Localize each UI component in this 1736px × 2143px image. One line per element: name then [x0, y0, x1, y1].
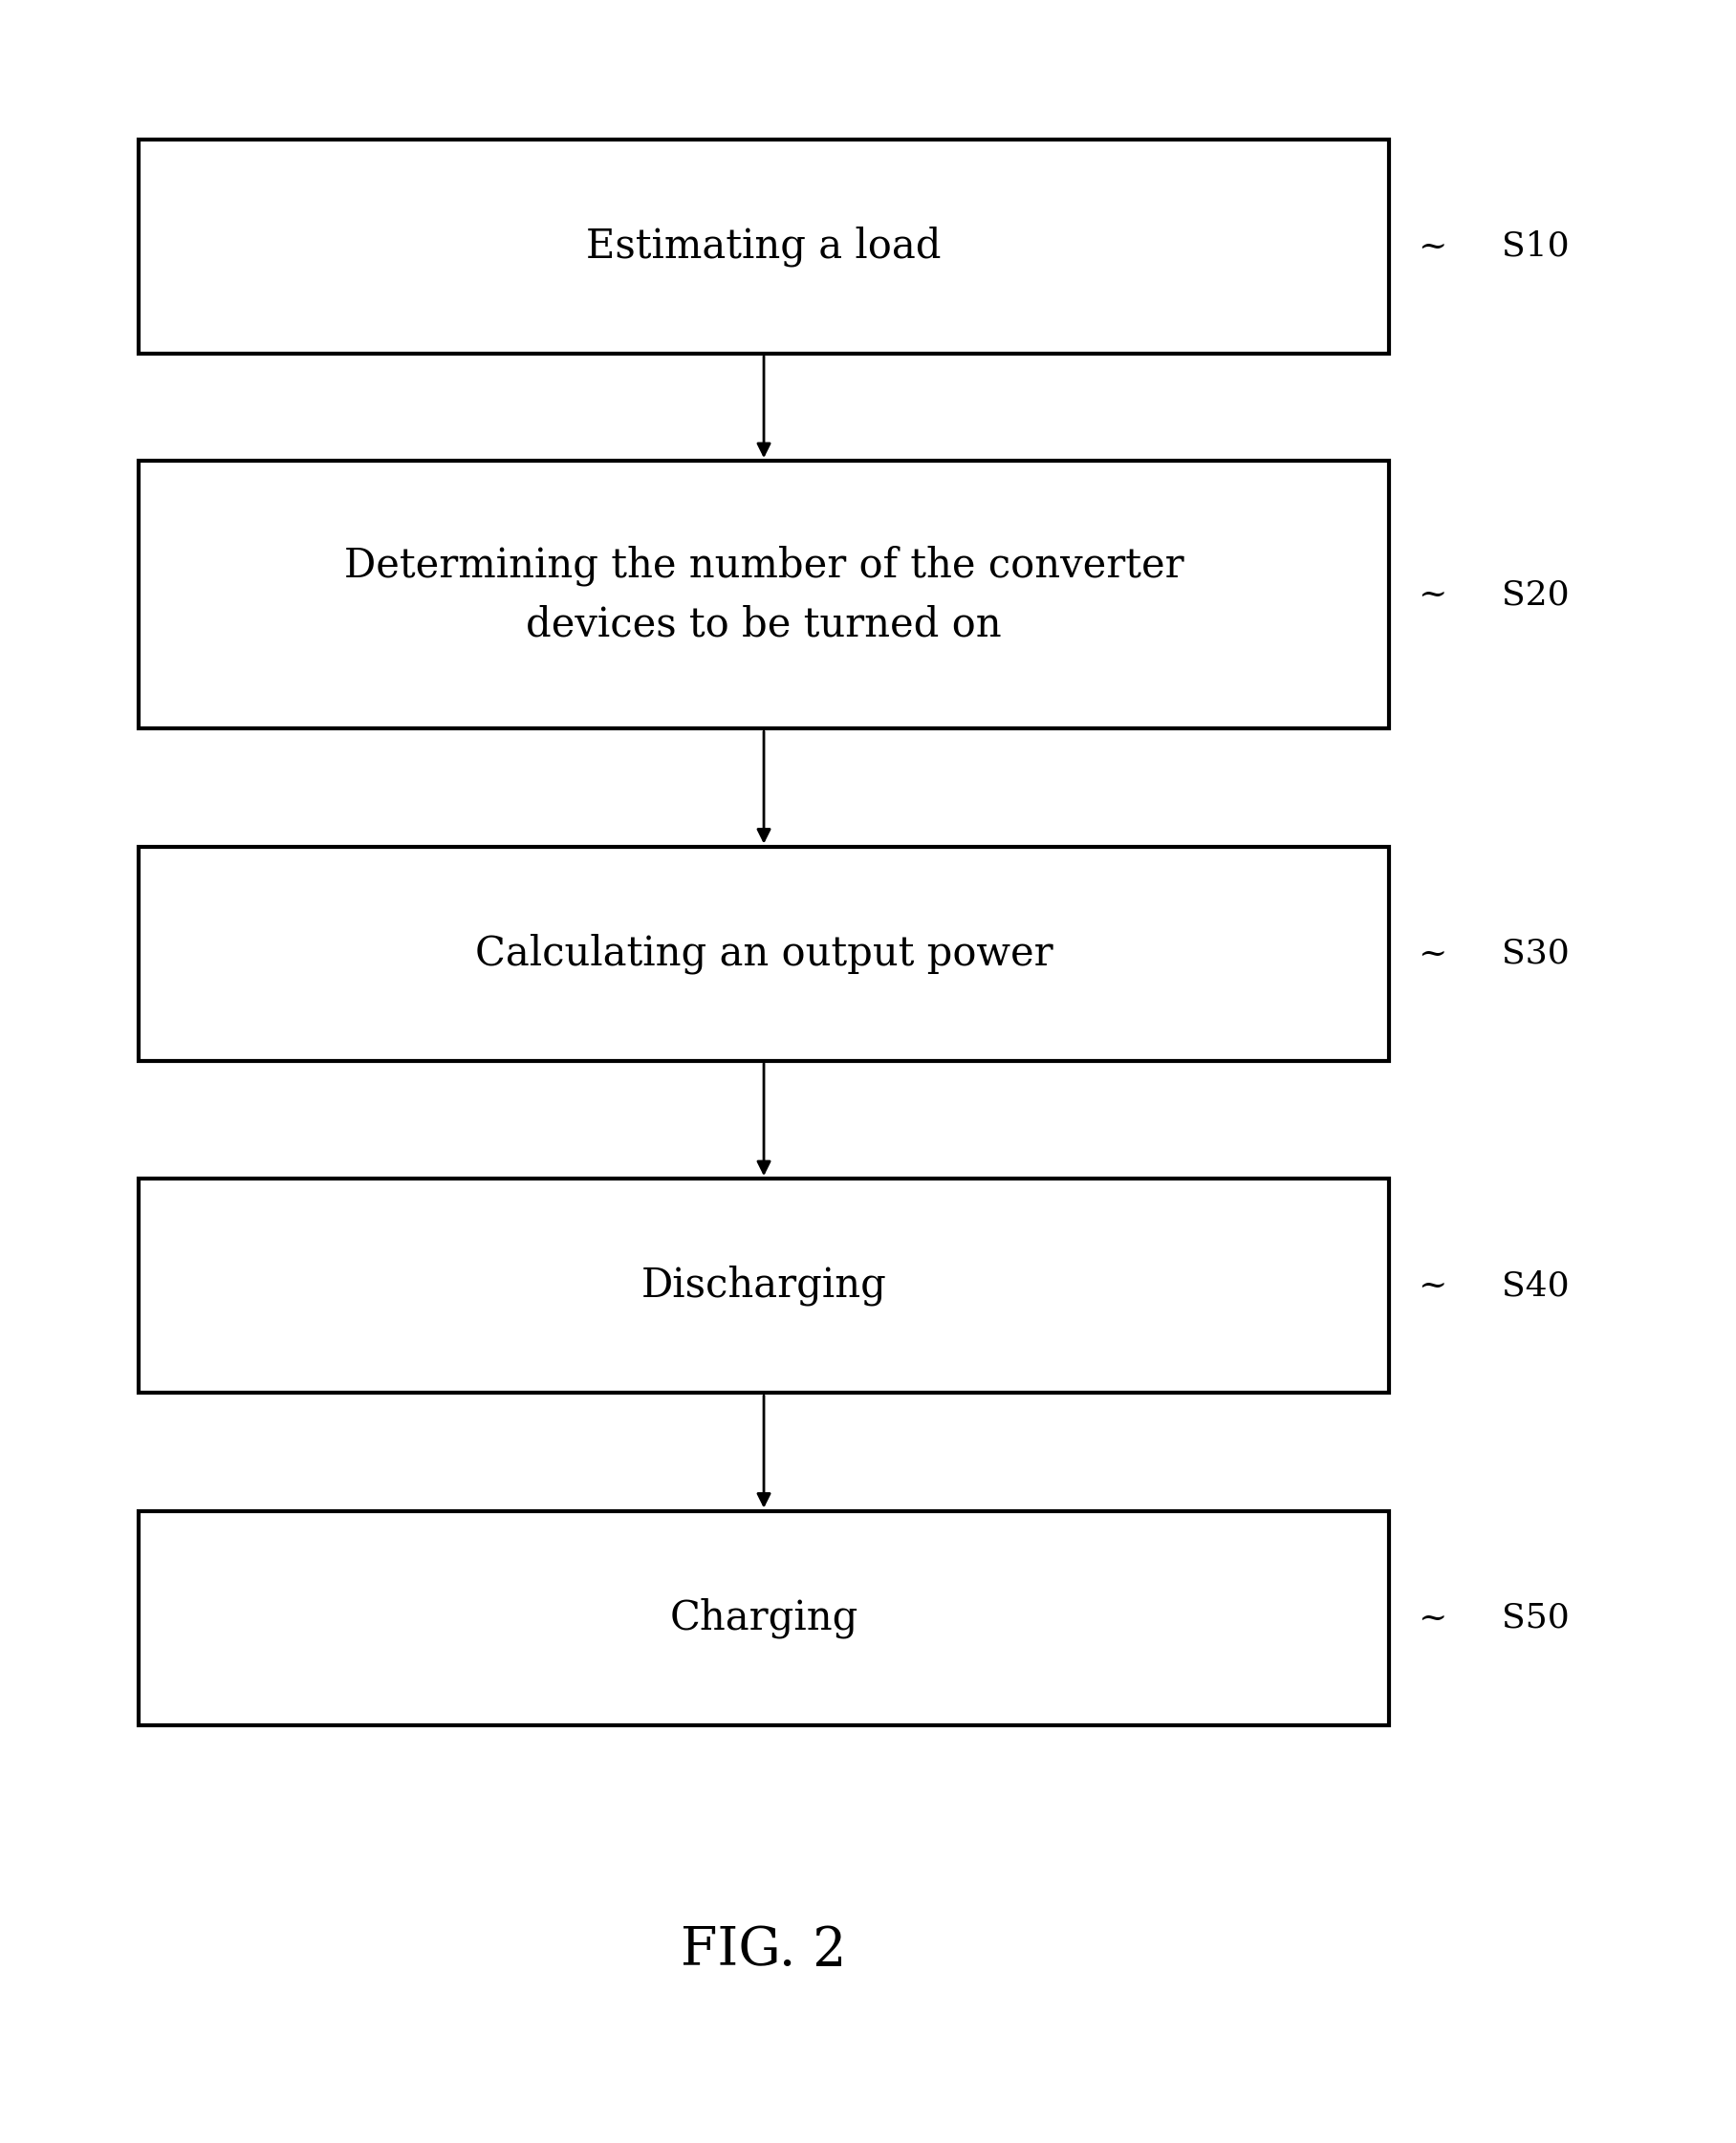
Bar [139, 846, 1389, 1061]
Bar [139, 1511, 1389, 1725]
Text: S10: S10 [1502, 229, 1569, 264]
Text: S20: S20 [1502, 579, 1569, 611]
Text: ~: ~ [1418, 936, 1446, 971]
Text: ~: ~ [1418, 579, 1446, 611]
Text: ~: ~ [1418, 229, 1446, 264]
Text: Charging: Charging [670, 1599, 858, 1637]
Text: ~: ~ [1418, 1601, 1446, 1635]
Text: S40: S40 [1502, 1269, 1569, 1303]
Text: S30: S30 [1502, 936, 1569, 971]
Text: Discharging: Discharging [641, 1267, 887, 1305]
Text: FIG. 2: FIG. 2 [681, 1924, 847, 1976]
Text: ~: ~ [1418, 1269, 1446, 1303]
Text: Calculating an output power: Calculating an output power [476, 934, 1052, 973]
Text: Determining the number of the converter
devices to be turned on: Determining the number of the converter … [344, 544, 1184, 645]
Bar [139, 139, 1389, 354]
Bar [139, 461, 1389, 729]
Text: S50: S50 [1502, 1601, 1569, 1635]
Text: Estimating a load: Estimating a load [587, 227, 941, 266]
Bar [139, 1179, 1389, 1393]
